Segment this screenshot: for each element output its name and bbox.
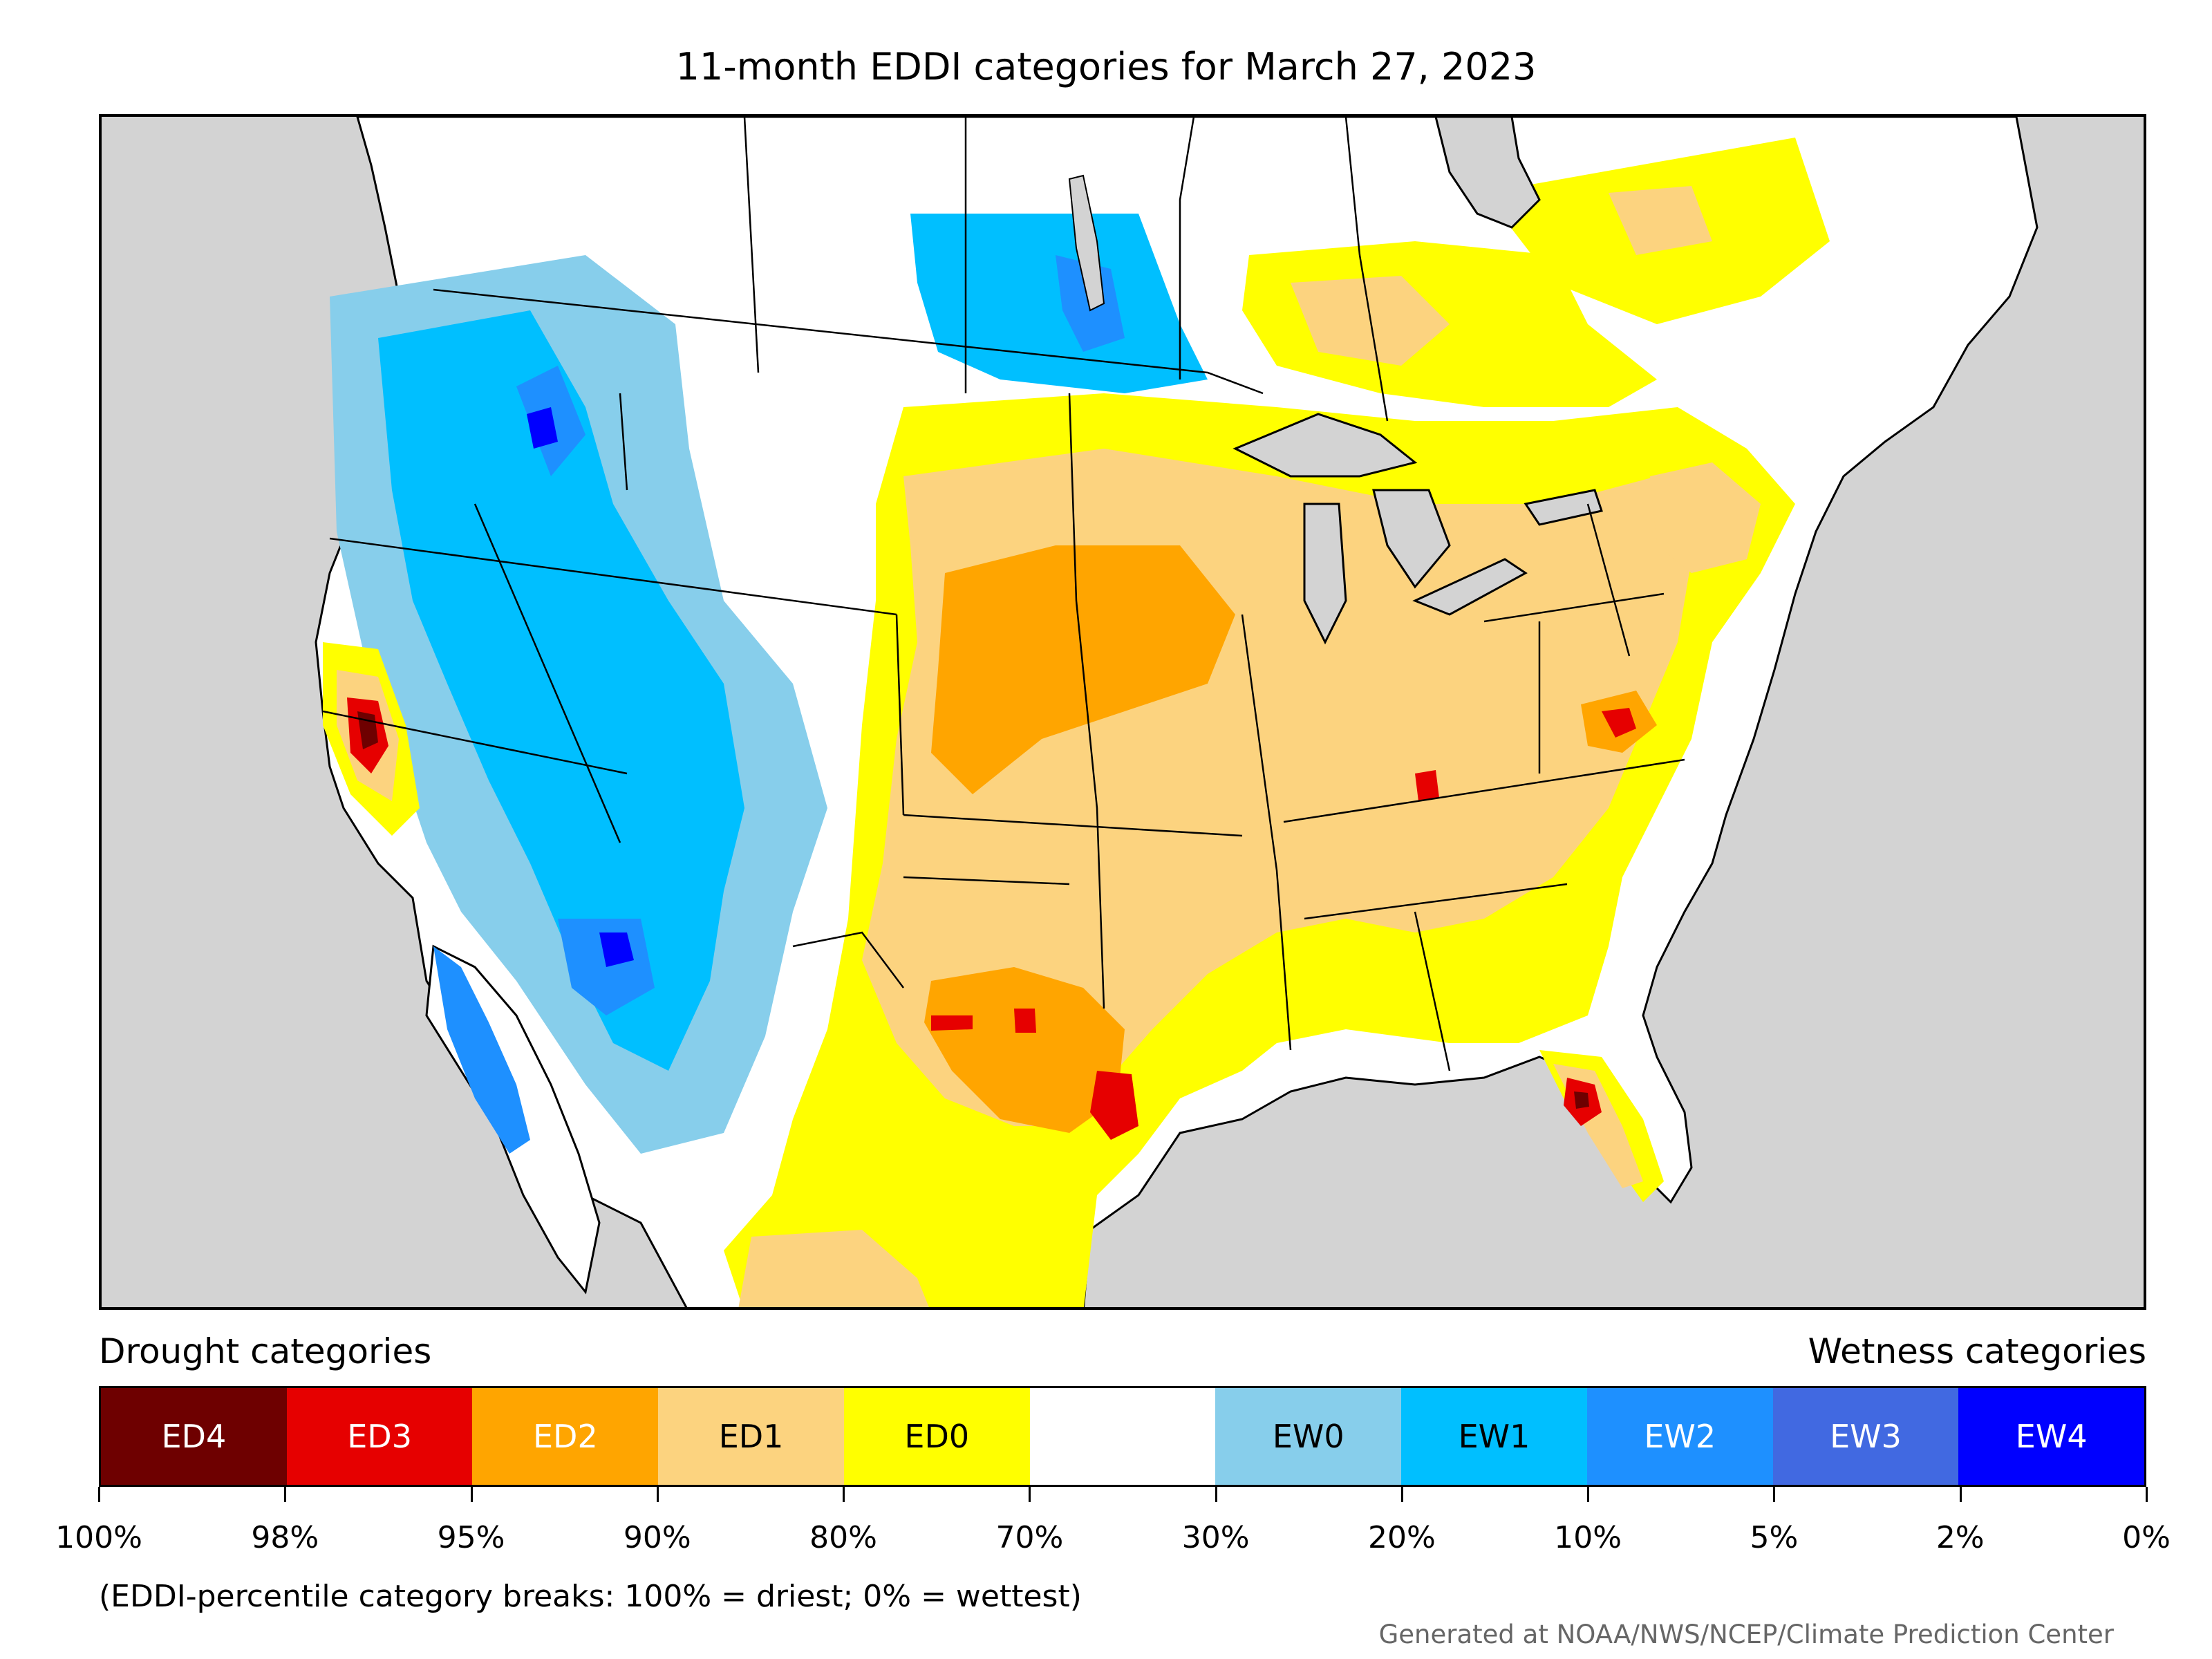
tick-mark	[98, 1487, 100, 1502]
wetness-categories-heading: Wetness categories	[1808, 1331, 2146, 1371]
tick-label: 70%	[995, 1520, 1064, 1555]
percentile-ticks: 100% 98% 95% 90% 80% 70% 30% 20% 10% 5% 2% 0%	[55, 1487, 2171, 1555]
tick-mark	[1215, 1487, 1217, 1502]
category-cell-ew2: EW2	[1586, 1388, 1773, 1485]
tick-mark	[656, 1487, 659, 1502]
credit-line: Generated at NOAA/NWS/NCEP/Climate Predi…	[1378, 1620, 2114, 1649]
great-lakes	[1232, 413, 1603, 645]
tick-label: 100%	[55, 1520, 142, 1555]
tick-label: 30%	[1181, 1520, 1250, 1555]
map-title: 11-month EDDI categories for March 27, 2…	[675, 45, 1537, 88]
tick-mark	[1959, 1487, 1962, 1502]
tick-mark	[1773, 1487, 1776, 1502]
drought-categories-heading: Drought categories	[99, 1331, 432, 1371]
eddi-map	[99, 114, 2146, 1310]
tick-mark	[1029, 1487, 1031, 1502]
category-cell-ew4: EW4	[1958, 1388, 2145, 1485]
tick-mark	[1587, 1487, 1590, 1502]
category-caption: (EDDI-percentile category breaks: 100% =…	[99, 1579, 1082, 1614]
category-cell-ed0: ED0	[843, 1388, 1030, 1485]
category-fields	[323, 138, 1830, 1307]
lake-winnipeg	[1068, 174, 1105, 312]
category-cell-ew1: EW1	[1401, 1388, 1587, 1485]
tick-label: 10%	[1554, 1520, 1622, 1555]
tick-label: 98%	[251, 1520, 319, 1555]
tick-label: 0%	[2122, 1520, 2171, 1555]
tick-label: 95%	[437, 1520, 505, 1555]
category-cell-ed3: ED3	[286, 1388, 473, 1485]
category-cell-ed4: ED4	[101, 1388, 287, 1485]
tick-label: 20%	[1368, 1520, 1436, 1555]
category-cell-neutral	[1029, 1388, 1216, 1485]
category-cell-ed2: ED2	[472, 1388, 659, 1485]
tick-label: 80%	[809, 1520, 877, 1555]
tick-mark	[470, 1487, 473, 1502]
tick-mark	[843, 1487, 845, 1502]
category-colorbar: ED4 ED3 ED2 ED1 ED0 EW0 EW1 EW2 EW3 EW4	[99, 1386, 2146, 1487]
tick-label: 2%	[1936, 1520, 1985, 1555]
political-boundaries	[322, 117, 1685, 1071]
category-cell-ew3: EW3	[1772, 1388, 1959, 1485]
tick-mark	[1400, 1487, 1403, 1502]
map-svg	[102, 117, 2144, 1307]
tick-mark	[284, 1487, 287, 1502]
tick-label: 5%	[1750, 1520, 1799, 1555]
hudson-bay	[1434, 117, 1541, 229]
tick-mark	[2146, 1487, 2148, 1502]
tick-label: 90%	[623, 1520, 691, 1555]
category-cell-ew0: EW0	[1215, 1388, 1402, 1485]
category-cell-ed1: ED1	[658, 1388, 844, 1485]
